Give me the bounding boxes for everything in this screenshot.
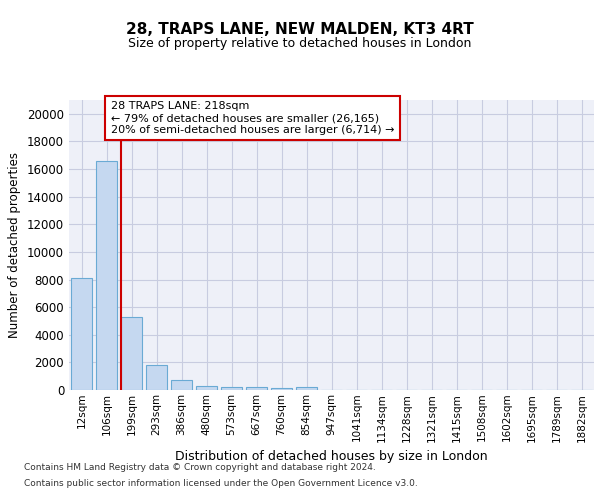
Bar [271,388,292,390]
Bar [96,161,117,390]
Bar [196,386,217,390]
Bar [221,386,242,390]
Bar [171,380,192,390]
Y-axis label: Number of detached properties: Number of detached properties [8,152,22,338]
Text: 28, TRAPS LANE, NEW MALDEN, KT3 4RT: 28, TRAPS LANE, NEW MALDEN, KT3 4RT [126,22,474,38]
Text: 28 TRAPS LANE: 218sqm
← 79% of detached houses are smaller (26,165)
20% of semi-: 28 TRAPS LANE: 218sqm ← 79% of detached … [111,102,395,134]
Bar [71,278,92,390]
Bar [246,387,267,390]
Text: Size of property relative to detached houses in London: Size of property relative to detached ho… [128,38,472,51]
Text: Contains public sector information licensed under the Open Government Licence v3: Contains public sector information licen… [24,478,418,488]
X-axis label: Distribution of detached houses by size in London: Distribution of detached houses by size … [175,450,488,463]
Bar [146,365,167,390]
Bar [296,387,317,390]
Bar [121,317,142,390]
Text: Contains HM Land Registry data © Crown copyright and database right 2024.: Contains HM Land Registry data © Crown c… [24,464,376,472]
